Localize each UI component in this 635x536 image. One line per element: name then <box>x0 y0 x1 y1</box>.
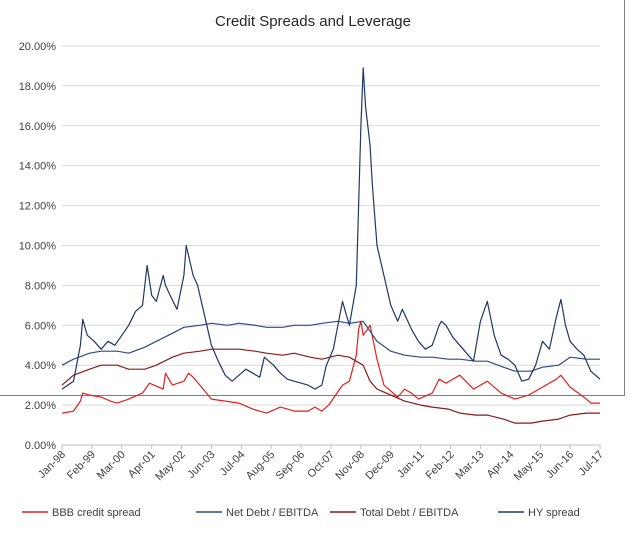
x-tick-label: Dec-09 <box>363 449 397 483</box>
y-tick-label: 6.00% <box>25 320 56 332</box>
legend-item: HY spread <box>498 507 580 519</box>
y-tick-label: 4.00% <box>25 360 56 372</box>
x-tick-label: Feb-99 <box>65 449 98 482</box>
y-tick-label: 2.00% <box>25 400 56 412</box>
legend-label: Net Debt / EBITDA <box>226 507 319 519</box>
series-line-net-debt-ebitda <box>61 320 600 372</box>
chart-frame <box>0 0 625 396</box>
legend-label: HY spread <box>528 507 580 519</box>
x-tick-label: Jun-16 <box>544 449 576 481</box>
x-tick-label: Jul-17 <box>576 449 606 479</box>
legend-item: Total Debt / EBITDA <box>330 507 459 519</box>
series-line-hy-spread <box>61 67 601 390</box>
y-tick-label: 20.00% <box>19 41 57 53</box>
y-tick-label: 18.00% <box>19 81 57 93</box>
y-tick-label: 14.00% <box>19 161 57 173</box>
x-tick-label: Mar-13 <box>453 449 486 482</box>
y-tick-label: 0.00% <box>25 440 56 452</box>
series-line-bbb-credit-spread <box>61 320 600 414</box>
x-tick-label: Oct-07 <box>305 449 337 481</box>
chart-title: Credit Spreads and Leverage <box>215 13 411 30</box>
series-lines <box>61 67 601 424</box>
x-tick-label: Sep-06 <box>274 449 308 483</box>
x-tick-label: Aug-05 <box>244 449 278 483</box>
y-tick-label: 8.00% <box>25 280 56 292</box>
y-tick-label: 12.00% <box>19 201 57 213</box>
x-tick-label: Nov-08 <box>333 449 367 483</box>
x-tick-label: Mar-00 <box>95 449 128 482</box>
x-tick-label: Jan-98 <box>36 449 68 481</box>
legend-item: Net Debt / EBITDA <box>196 507 319 519</box>
x-tick-label: Feb-12 <box>424 449 457 482</box>
x-tick-label: May-15 <box>512 449 546 483</box>
x-tick-label: May-02 <box>153 449 187 483</box>
y-tick-label: 16.00% <box>19 121 57 133</box>
legend: BBB credit spread Net Debt / EBITDA Total … <box>22 507 580 519</box>
y-tick-label: 10.00% <box>19 241 57 253</box>
y-axis-tick-labels: 0.00% 2.00% 4.00% 6.00% 8.00% 10.00% 12.00% 14.… <box>19 41 57 452</box>
gridlines <box>62 45 600 446</box>
x-tick-label: Jun-03 <box>185 449 217 481</box>
series-line-total-debt-ebitda <box>61 348 600 424</box>
legend-label: BBB credit spread <box>52 507 141 519</box>
x-tick-label: Jan-11 <box>395 449 427 481</box>
legend-item: BBB credit spread <box>22 507 141 519</box>
legend-label: Total Debt / EBITDA <box>360 507 459 519</box>
